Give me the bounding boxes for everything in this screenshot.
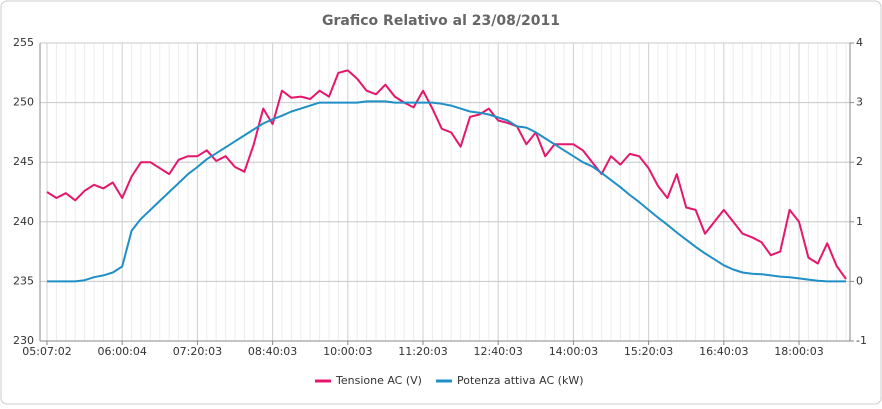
y-tick-label: 240 (13, 215, 34, 228)
y-tick-label: 230 (13, 334, 34, 347)
x-tick-label: 14:00:03 (549, 345, 598, 358)
y-tick-label: 255 (13, 36, 34, 49)
plot-area (40, 43, 850, 341)
x-tick-label: 06:00:04 (97, 345, 146, 358)
y-tick-label: 235 (13, 274, 34, 287)
legend-label: Potenza attiva AC (kW) (457, 374, 584, 387)
x-tick-label: 05:07:02 (22, 345, 71, 358)
y2-tick-label: 4 (856, 36, 863, 49)
y2-tick-label: 3 (856, 96, 863, 109)
y2-tick-label: 1 (856, 215, 863, 228)
x-tick-label: 15:20:03 (624, 345, 673, 358)
x-tick-label: 12:40:03 (473, 345, 522, 358)
legend-label: Tensione AC (V) (335, 374, 422, 387)
x-tick-label: 10:00:03 (323, 345, 372, 358)
x-tick-label: 08:40:03 (248, 345, 297, 358)
y2-tick-label: 0 (856, 274, 863, 287)
x-tick-label: 07:20:03 (173, 345, 222, 358)
y2-tick-label: -1 (856, 334, 867, 347)
x-tick-label: 11:20:03 (398, 345, 447, 358)
y-tick-label: 245 (13, 155, 34, 168)
x-tick-label: 16:40:03 (699, 345, 748, 358)
chart-title: Grafico Relativo al 23/08/2011 (322, 13, 560, 29)
y-tick-label: 250 (13, 96, 34, 109)
x-tick-label: 18:00:03 (774, 345, 823, 358)
y2-tick-label: 2 (856, 155, 863, 168)
series-line (47, 100, 846, 283)
series-line (46, 69, 847, 280)
